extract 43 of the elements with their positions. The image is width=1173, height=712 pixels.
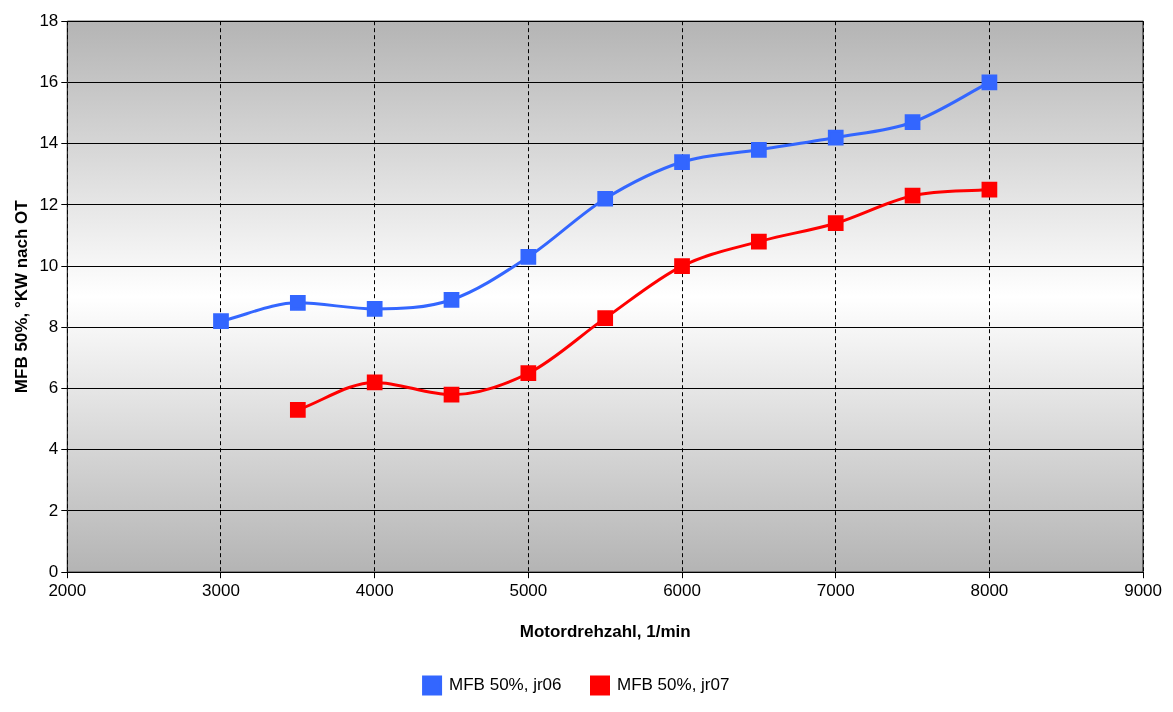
y-tick-label: 0	[48, 561, 59, 581]
point	[674, 154, 690, 170]
y-axis-title: MFB 50%, °KW nach OT	[11, 199, 31, 394]
x-tick-label: 8000	[970, 581, 1009, 601]
point	[443, 291, 460, 308]
x-tick-label: 4000	[355, 581, 394, 601]
point	[981, 74, 998, 91]
point	[904, 187, 921, 204]
y-tick-label: 8	[48, 317, 59, 336]
point	[366, 374, 383, 391]
y-tick-label: 18	[39, 10, 59, 30]
legend-label: MFB 50%, jr07	[617, 675, 730, 695]
y-tick-label: 6	[48, 378, 59, 398]
x-tick-label: 6000	[663, 581, 701, 601]
y-tick-label: 16	[39, 72, 59, 92]
point	[751, 233, 767, 250]
x-tick-label: 5000	[509, 581, 548, 601]
point	[366, 301, 383, 317]
legend-label: MFB 50%, jr06	[449, 675, 562, 695]
x-tick-label: 3000	[202, 581, 240, 601]
point	[981, 181, 998, 198]
point	[751, 141, 767, 158]
point	[597, 190, 614, 207]
y-tick-label: 4	[48, 439, 59, 459]
x-tick-label: 7000	[816, 581, 855, 601]
point	[904, 114, 921, 131]
y-tick-label: 10	[39, 255, 59, 275]
y-tick-label: 14	[39, 133, 59, 153]
point	[520, 249, 537, 265]
x-axis-title: Motordrehzahl, 1/min	[519, 622, 691, 642]
point	[289, 294, 306, 311]
x-tick-label: 2000	[48, 581, 87, 601]
y-tick-label: 2	[48, 500, 59, 520]
point	[674, 258, 690, 274]
point	[443, 386, 460, 403]
y-tick-label: 12	[39, 194, 59, 214]
point	[597, 310, 614, 326]
point	[289, 402, 306, 418]
point	[520, 365, 537, 382]
point	[213, 313, 229, 330]
point	[827, 129, 844, 146]
x-tick-label: 9000	[1124, 581, 1162, 601]
point	[827, 215, 844, 232]
